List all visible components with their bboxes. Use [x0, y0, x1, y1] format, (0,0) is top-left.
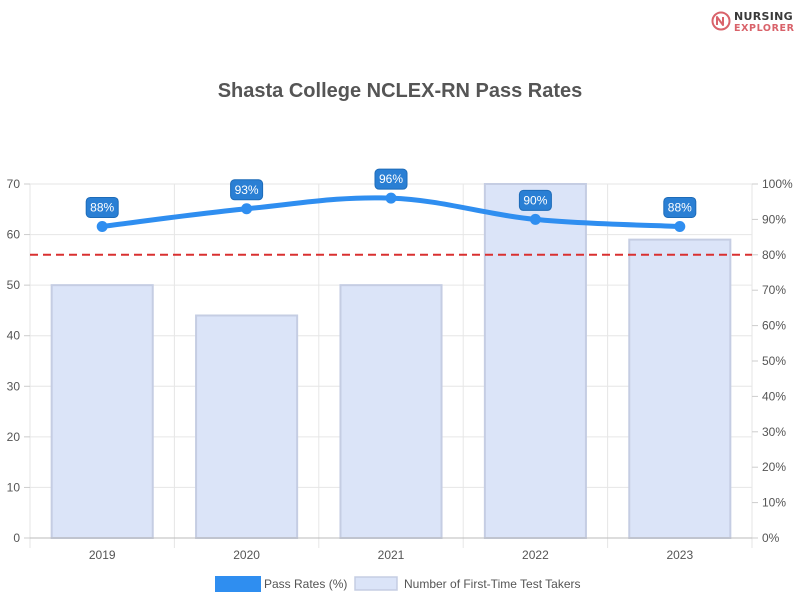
data-label-box — [230, 179, 264, 201]
legend-label-test-takers[interactable]: Number of First-Time Test Takers — [404, 577, 580, 591]
data-label-box — [374, 168, 408, 190]
data-label: 88% — [668, 200, 692, 214]
x-tick-label: 2019 — [89, 548, 116, 562]
y-left-tick-label: 60 — [7, 228, 21, 242]
data-label-box — [518, 189, 552, 211]
legend-swatch-pass-rates[interactable] — [215, 576, 261, 592]
data-label-box — [663, 196, 697, 218]
y-left-tick-label: 30 — [7, 379, 21, 393]
nursing-explorer-logo-icon — [711, 11, 731, 31]
x-tick-label: 2023 — [666, 548, 693, 562]
y-right-tick-label: 60% — [762, 319, 786, 333]
legend-label-pass-rates[interactable]: Pass Rates (%) — [264, 577, 347, 591]
y-left-tick-label: 70 — [7, 177, 21, 191]
y-right-tick-label: 90% — [762, 212, 786, 226]
y-left-tick-label: 40 — [7, 329, 21, 343]
pass-rate-point-2021[interactable] — [385, 192, 397, 204]
y-right-tick-label: 70% — [762, 283, 786, 297]
bar-2019[interactable] — [50, 284, 154, 539]
data-label-box — [85, 196, 119, 218]
brand-word-nursing: NURSING — [734, 10, 793, 23]
y-right-tick-label: 50% — [762, 354, 786, 368]
data-label: 93% — [235, 183, 259, 197]
pass-rate-point-2022[interactable] — [529, 213, 541, 225]
legend-swatch-test-takers[interactable] — [354, 576, 398, 591]
y-right-tick-label: 10% — [762, 496, 786, 510]
x-tick-label: 2022 — [522, 548, 549, 562]
brand-word-explorer: EXPLORER — [734, 23, 795, 34]
data-label: 96% — [379, 172, 403, 186]
bar-2020[interactable] — [195, 314, 299, 539]
bar-2021[interactable] — [339, 284, 443, 539]
pass-rate-point-2020[interactable] — [241, 203, 253, 215]
data-label: 88% — [90, 200, 114, 214]
line-series — [96, 192, 686, 232]
y-left-tick-label: 10 — [7, 480, 21, 494]
y-right-tick-label: 30% — [762, 425, 786, 439]
bar-2022[interactable] — [483, 183, 587, 539]
y-right-tick-label: 100% — [762, 177, 793, 191]
x-tick-label: 2021 — [378, 548, 405, 562]
data-labels: 88% 93% 96% 90% 88% — [85, 168, 697, 218]
y-right-tick-label: 0% — [762, 531, 780, 545]
axes: 0 10 20 30 40 50 60 70 0% 10% 20% 30% 40% 50% 60% 70% 80… — [7, 177, 793, 562]
y-right-tick-label: 80% — [762, 248, 786, 262]
pass-rate-point-2023[interactable] — [674, 220, 686, 232]
y-right-tick-label: 20% — [762, 460, 786, 474]
data-label: 90% — [523, 193, 547, 207]
y-left-tick-label: 50 — [7, 278, 21, 292]
pass-rate-point-2019[interactable] — [96, 220, 108, 232]
chart-title: Shasta College NCLEX-RN Pass Rates — [217, 80, 583, 102]
bar-2023[interactable] — [628, 238, 732, 539]
legend[interactable]: Pass Rates (%) Number of First-Time Test … — [215, 576, 580, 592]
y-right-tick-label: 40% — [762, 389, 786, 403]
y-left-tick-label: 20 — [7, 430, 21, 444]
bar-series — [50, 183, 732, 539]
brand-logo: NURSING EXPLORER — [708, 8, 795, 36]
y-left-tick-label: 0 — [13, 531, 20, 545]
x-tick-label: 2020 — [233, 548, 260, 562]
